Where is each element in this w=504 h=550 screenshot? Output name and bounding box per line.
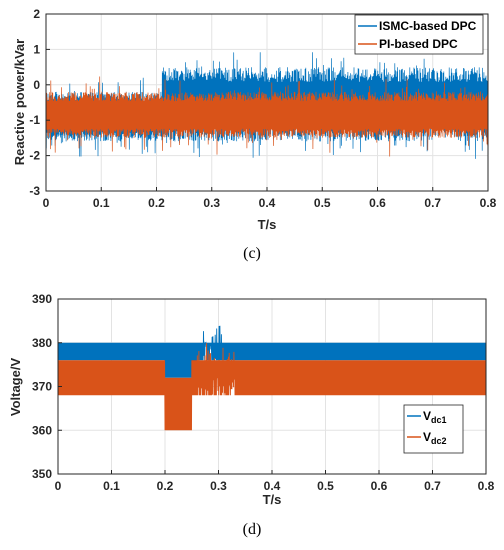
series-line-vdc2 (57, 343, 487, 431)
series-line-pi (45, 76, 489, 157)
legend-label-vdc1-main: V (423, 409, 431, 423)
legend-label-pi: PI-based DPC (379, 37, 458, 51)
y-tick-label: 390 (32, 292, 52, 306)
y-tick-label: 350 (32, 467, 52, 481)
y-tick-label: -1 (29, 113, 40, 127)
x-tick-label: 0 (43, 196, 50, 210)
x-tick-label: 0.1 (103, 479, 120, 493)
y-axis-label: Voltage/V (8, 358, 23, 417)
x-tick-label: 0.3 (203, 196, 220, 210)
x-tick-label: 0.6 (369, 196, 386, 210)
x-tick-label: 0.5 (314, 196, 331, 210)
legend-label-vdc2-main: V (423, 430, 431, 444)
legend-label-vdc1: Vdc1 (423, 409, 447, 425)
legend: ISMC-based DPC PI-based DPC (354, 14, 484, 55)
x-tick-label: 0.2 (157, 479, 174, 493)
y-tick-label: 370 (32, 380, 52, 394)
y-tick-labels: 350 360 370 380 390 (32, 292, 62, 481)
caption-d: (d) (243, 521, 262, 538)
series-line-vdc1 (57, 325, 487, 378)
legend-label-vdc1-sub: dc1 (431, 415, 447, 425)
x-axis-label: T/s (263, 492, 282, 507)
x-tick-labels: 0 0.1 0.2 0.3 0.4 0.5 0.6 0.7 0.8 (43, 187, 497, 210)
x-tick-label: 0.8 (478, 479, 495, 493)
caption-c: (c) (243, 245, 261, 262)
y-axis-label: Reactive power/kVar (12, 39, 27, 165)
x-axis-label: T/s (258, 217, 277, 232)
x-tick-label: 0.7 (424, 196, 441, 210)
y-tick-label: -3 (29, 184, 40, 198)
x-tick-label: 0.8 (480, 196, 497, 210)
y-tick-label: 360 (32, 423, 52, 437)
series-group (57, 325, 487, 431)
y-tick-labels: -3 -2 -1 0 1 2 (29, 7, 50, 198)
x-tick-label: 0 (55, 479, 62, 493)
y-tick-label: -2 (29, 149, 40, 163)
y-tick-label: 2 (33, 7, 40, 21)
y-tick-label: 380 (32, 336, 52, 350)
y-tick-label: 0 (33, 78, 40, 92)
x-tick-label: 0.4 (264, 479, 281, 493)
legend-box (354, 14, 484, 55)
chart-voltage: 0 0.1 0.2 0.3 0.4 0.5 0.6 0.7 0.8 350 360 370 380 39… (8, 292, 495, 538)
x-tick-label: 0.1 (93, 196, 110, 210)
y-tick-label: 1 (33, 42, 40, 56)
series-group (45, 52, 489, 159)
legend-label-vdc2-sub: dc2 (431, 436, 447, 446)
legend: Vdc1 Vdc2 (403, 404, 464, 454)
legend-box (403, 404, 464, 454)
x-tick-label: 0.2 (148, 196, 165, 210)
x-tick-label: 0.6 (371, 479, 388, 493)
legend-label-ismc: ISMC-based DPC (379, 19, 477, 33)
x-tick-label: 0.4 (259, 196, 276, 210)
x-tick-labels: 0 0.1 0.2 0.3 0.4 0.5 0.6 0.7 0.8 (55, 470, 495, 493)
x-tick-label: 0.5 (317, 479, 334, 493)
x-tick-label: 0.7 (424, 479, 441, 493)
legend-label-vdc2: Vdc2 (423, 430, 447, 446)
x-tick-label: 0.3 (210, 479, 227, 493)
